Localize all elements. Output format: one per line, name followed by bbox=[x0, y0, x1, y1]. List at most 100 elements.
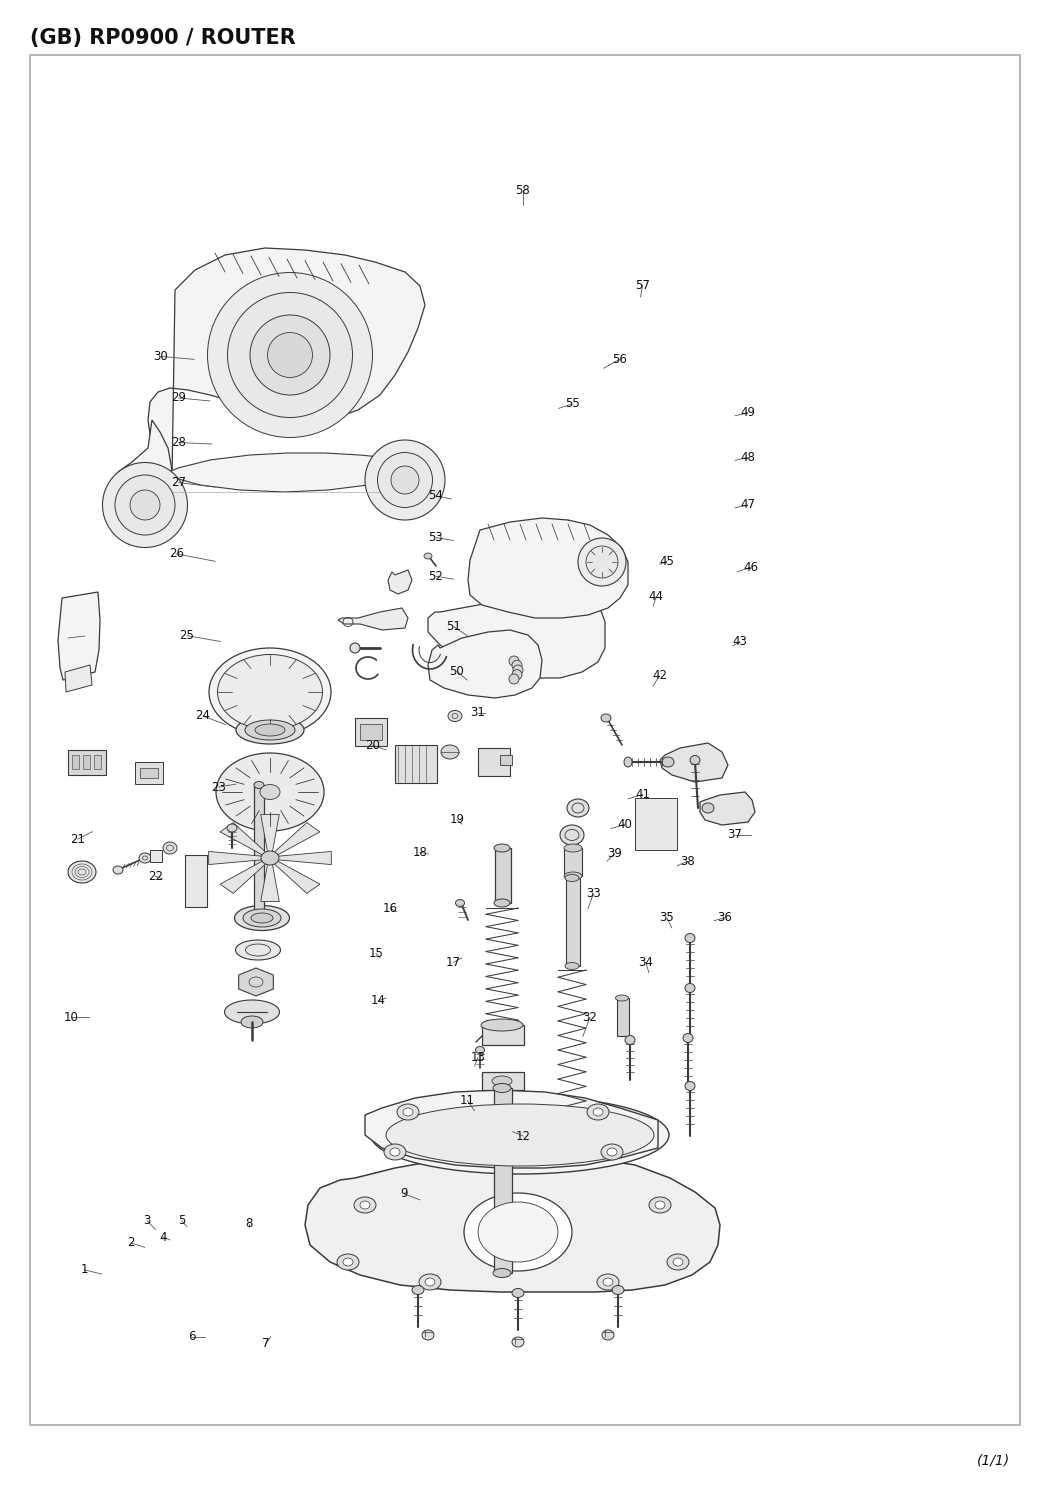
Polygon shape bbox=[260, 814, 279, 852]
Ellipse shape bbox=[587, 1103, 609, 1120]
Polygon shape bbox=[238, 968, 273, 996]
Ellipse shape bbox=[261, 851, 279, 864]
Ellipse shape bbox=[586, 546, 618, 578]
Text: 35: 35 bbox=[659, 912, 674, 924]
Text: 11: 11 bbox=[460, 1094, 475, 1106]
Bar bbox=[617, 998, 629, 1037]
Text: 15: 15 bbox=[369, 947, 383, 959]
Text: 45: 45 bbox=[659, 555, 674, 567]
Text: 47: 47 bbox=[740, 499, 755, 511]
Ellipse shape bbox=[163, 842, 177, 854]
Ellipse shape bbox=[242, 1016, 262, 1028]
Polygon shape bbox=[468, 518, 628, 618]
Text: 51: 51 bbox=[446, 621, 461, 633]
Text: 5: 5 bbox=[177, 1215, 186, 1227]
Ellipse shape bbox=[130, 490, 160, 520]
Ellipse shape bbox=[250, 315, 330, 395]
Ellipse shape bbox=[492, 1077, 512, 1086]
Ellipse shape bbox=[350, 643, 360, 653]
Ellipse shape bbox=[597, 1274, 620, 1290]
Bar bbox=[360, 725, 382, 740]
Polygon shape bbox=[150, 849, 162, 861]
Polygon shape bbox=[108, 420, 172, 512]
Ellipse shape bbox=[601, 1143, 623, 1160]
Text: (1/1): (1/1) bbox=[976, 1454, 1010, 1469]
Text: 8: 8 bbox=[245, 1218, 253, 1230]
Text: 57: 57 bbox=[635, 279, 650, 291]
Polygon shape bbox=[365, 1090, 658, 1169]
Bar bbox=[72, 754, 79, 769]
Ellipse shape bbox=[564, 843, 582, 852]
Text: 4: 4 bbox=[159, 1231, 167, 1243]
Ellipse shape bbox=[673, 1258, 683, 1267]
Ellipse shape bbox=[476, 1047, 484, 1053]
Ellipse shape bbox=[512, 1336, 524, 1347]
Ellipse shape bbox=[494, 1268, 511, 1277]
Polygon shape bbox=[58, 593, 100, 680]
Text: 9: 9 bbox=[400, 1188, 408, 1200]
Ellipse shape bbox=[625, 1035, 635, 1044]
Polygon shape bbox=[220, 823, 267, 855]
Ellipse shape bbox=[217, 655, 322, 729]
Ellipse shape bbox=[509, 674, 519, 685]
Ellipse shape bbox=[667, 1253, 689, 1270]
Ellipse shape bbox=[456, 900, 464, 906]
Text: 2: 2 bbox=[127, 1237, 135, 1249]
Ellipse shape bbox=[607, 1148, 617, 1155]
Ellipse shape bbox=[564, 872, 582, 881]
Polygon shape bbox=[220, 861, 267, 894]
Bar bbox=[395, 745, 437, 783]
Text: 40: 40 bbox=[617, 818, 632, 830]
Text: 34: 34 bbox=[638, 956, 653, 968]
Text: 25: 25 bbox=[180, 630, 194, 642]
Ellipse shape bbox=[655, 1201, 665, 1209]
Polygon shape bbox=[304, 1154, 720, 1292]
Text: 30: 30 bbox=[153, 350, 168, 362]
Text: 41: 41 bbox=[635, 789, 650, 800]
Ellipse shape bbox=[690, 756, 700, 765]
Ellipse shape bbox=[601, 714, 611, 722]
Ellipse shape bbox=[245, 720, 295, 740]
Polygon shape bbox=[148, 248, 425, 478]
Ellipse shape bbox=[378, 453, 433, 508]
Text: 48: 48 bbox=[740, 451, 755, 463]
Polygon shape bbox=[700, 792, 755, 826]
Bar bbox=[135, 762, 163, 784]
Text: 27: 27 bbox=[171, 477, 186, 489]
Text: 23: 23 bbox=[211, 781, 226, 793]
Ellipse shape bbox=[113, 866, 123, 875]
Ellipse shape bbox=[624, 757, 632, 766]
Text: 21: 21 bbox=[70, 833, 85, 845]
Text: 50: 50 bbox=[449, 665, 464, 677]
Ellipse shape bbox=[464, 1192, 572, 1271]
Polygon shape bbox=[388, 570, 412, 594]
Ellipse shape bbox=[615, 995, 629, 1001]
Ellipse shape bbox=[243, 909, 281, 927]
Ellipse shape bbox=[509, 656, 519, 665]
Polygon shape bbox=[428, 630, 542, 698]
Text: 44: 44 bbox=[649, 591, 664, 603]
Text: 38: 38 bbox=[680, 855, 695, 867]
Bar bbox=[68, 750, 106, 775]
Text: 1: 1 bbox=[80, 1264, 88, 1276]
Text: 7: 7 bbox=[261, 1338, 270, 1350]
Polygon shape bbox=[660, 742, 728, 783]
Text: 12: 12 bbox=[516, 1130, 530, 1142]
Text: 26: 26 bbox=[169, 548, 184, 560]
Ellipse shape bbox=[593, 1108, 603, 1117]
Bar bbox=[482, 1025, 524, 1045]
Ellipse shape bbox=[397, 1103, 419, 1120]
Polygon shape bbox=[162, 453, 415, 492]
Ellipse shape bbox=[412, 1286, 424, 1295]
Ellipse shape bbox=[578, 538, 626, 587]
Ellipse shape bbox=[254, 781, 264, 789]
Ellipse shape bbox=[343, 1258, 353, 1267]
Text: 37: 37 bbox=[728, 829, 742, 841]
Ellipse shape bbox=[512, 661, 522, 670]
Text: 18: 18 bbox=[413, 846, 427, 858]
Ellipse shape bbox=[494, 1084, 511, 1093]
Text: 36: 36 bbox=[717, 912, 732, 924]
Ellipse shape bbox=[384, 1143, 406, 1160]
Polygon shape bbox=[277, 851, 332, 864]
Ellipse shape bbox=[386, 1103, 654, 1166]
